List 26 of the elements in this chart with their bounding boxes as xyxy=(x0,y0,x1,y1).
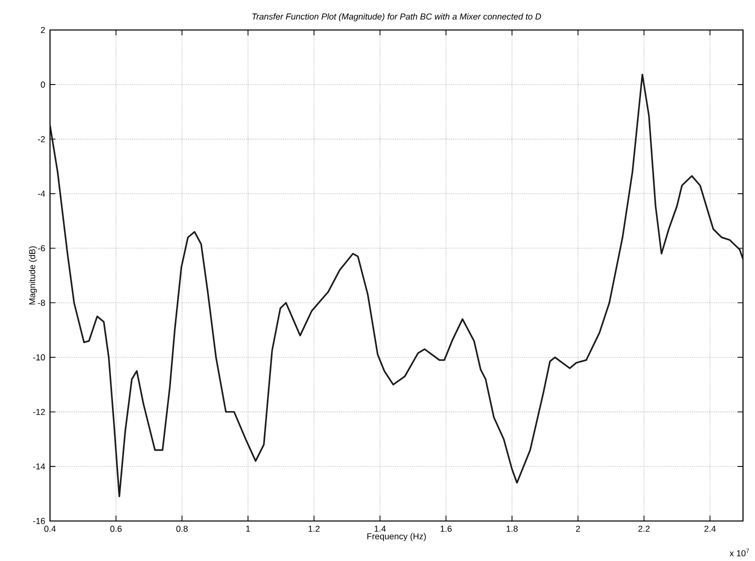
y-tick-label: -14 xyxy=(33,464,46,470)
x-tick-label: 0.4 xyxy=(44,526,56,532)
chart-title: Transfer Function Plot (Magnitude) for Path BC with a Mixer connected to D xyxy=(252,13,542,22)
y-tick-label: 0 xyxy=(40,82,45,88)
x-tick-label: 2.4 xyxy=(704,526,716,532)
x-tick-label: 1.8 xyxy=(506,526,518,532)
text: x 10$^{7}$ xyxy=(730,548,749,556)
y-tick-label: -16 xyxy=(33,518,45,524)
x-tick-label: 1.2 xyxy=(308,526,320,532)
x-tick-label: 1.6 xyxy=(440,526,452,532)
y-tick-label: -4 xyxy=(38,190,46,197)
line-series xyxy=(50,74,744,498)
y-tick-label: -6 xyxy=(38,245,45,252)
y-tick-label: -10 xyxy=(33,354,45,361)
y-axis-title: Magnitude (dB) xyxy=(28,246,37,305)
x-tick-label: 2.2 xyxy=(638,526,650,532)
y-tick-label: -2 xyxy=(38,136,45,142)
x-tick-label: 2 xyxy=(576,526,580,532)
y-tick-label: -8 xyxy=(38,300,45,306)
x-tick-label: 1.4 xyxy=(374,526,386,532)
x-tick-label: 1 xyxy=(246,526,250,532)
x-tick-label: 0.8 xyxy=(176,526,188,532)
x-tick-label: 0.6 xyxy=(110,526,122,532)
y-tick-label: 2 xyxy=(40,27,45,34)
x-axis-title: Frequency (Hz) xyxy=(367,533,426,542)
y-tick-label: -12 xyxy=(33,408,45,416)
